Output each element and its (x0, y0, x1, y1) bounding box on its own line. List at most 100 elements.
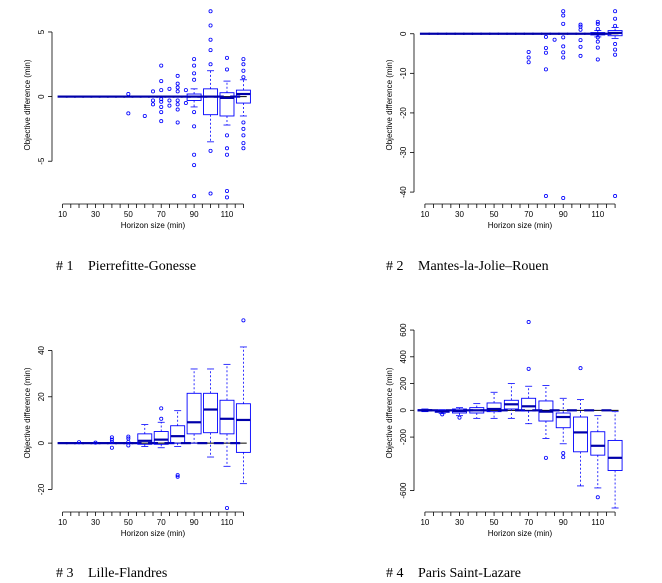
x-tick-label: 90 (559, 518, 568, 527)
x-tick-label: 110 (591, 518, 604, 527)
x-tick-label: 90 (190, 210, 199, 219)
box-iqr (153, 431, 169, 445)
x-tick-label: 110 (221, 518, 234, 527)
box-iqr (607, 439, 623, 471)
outlier-point (183, 88, 188, 93)
x-axis-label: Horizon size (min) (488, 529, 553, 538)
outlier-point (526, 60, 531, 65)
box-iqr (186, 392, 202, 435)
x-tick-label: 30 (91, 210, 100, 219)
x-tick-label: 70 (157, 518, 166, 527)
outlier-point (526, 366, 531, 371)
outlier-point (224, 195, 229, 200)
box-100 (575, 22, 586, 58)
panel-4: 10 30 50 70 90 110 600 400 200 0 -200 -600 Horizon s… (385, 320, 623, 538)
box-iqr (235, 89, 251, 104)
outlier-point (224, 133, 229, 138)
box-100 (573, 366, 588, 487)
outlier-point (613, 52, 618, 57)
y-axis-label: Objective difference (min) (385, 367, 394, 458)
box-40 (469, 403, 485, 419)
outlier-point (159, 99, 164, 104)
outlier-point (241, 318, 246, 323)
outlier-point (241, 68, 246, 73)
box-70 (523, 32, 534, 65)
outlier-point (167, 103, 172, 108)
y-tick-label: 0 (37, 94, 46, 99)
outlier-point (208, 23, 213, 28)
outlier-point (224, 146, 229, 151)
caption-1-number: # 1 (56, 259, 74, 274)
outlier-point (175, 473, 180, 478)
outlier-point (595, 26, 600, 31)
outlier-point (526, 320, 531, 325)
caption-3-number: # 3 (56, 566, 74, 581)
outlier-point (457, 415, 462, 420)
box-iqr (137, 433, 153, 445)
box-iqr (573, 416, 588, 453)
y-tick-label: -10 (399, 67, 408, 79)
outlier-point (241, 146, 246, 151)
x-tick-label: 50 (124, 210, 133, 219)
caption-1-name: Pierrefitte-Gonesse (88, 259, 196, 274)
outlier-point (552, 37, 557, 42)
outlier-point (241, 120, 246, 125)
outlier-point (150, 102, 155, 107)
y-tick-label: 400 (399, 350, 408, 364)
y-tick-label: -600 (399, 482, 408, 499)
outlier-point (578, 24, 583, 29)
outlier-point (126, 434, 131, 439)
y-axis-label: Objective difference (min) (23, 59, 32, 150)
box-50 (123, 434, 134, 448)
outlier-point (561, 196, 566, 201)
outlier-point (192, 63, 197, 68)
x-axis-label: Horizon size (min) (121, 529, 186, 538)
caption-2-number: # 2 (386, 259, 404, 274)
outlier-point (109, 445, 114, 450)
outlier-point (241, 141, 246, 146)
outlier-point (159, 416, 164, 421)
box-110 (219, 55, 235, 200)
outlier-point (142, 113, 147, 118)
outlier-point (561, 44, 566, 49)
box-110 (590, 415, 606, 500)
outlier-point (526, 49, 531, 54)
box-iqr (203, 88, 218, 116)
y-tick-label: -20 (37, 483, 46, 495)
outlier-point (167, 86, 172, 91)
outlier-point (159, 97, 164, 102)
outlier-point (241, 126, 246, 131)
outlier-point (561, 9, 566, 14)
panel-3: 10 30 50 70 90 110 -20 0 20 40 Horizon size (min) O… (23, 318, 251, 538)
y-tick-label: 200 (399, 376, 408, 390)
box-60 (503, 383, 519, 419)
outlier-point (175, 85, 180, 90)
outlier-point (175, 98, 180, 103)
outlier-point (192, 152, 197, 157)
caption-4-number: # 4 (386, 566, 404, 581)
outlier-point (159, 104, 164, 109)
caption-3-name: Lille-Flandres (88, 566, 167, 581)
y-tick-label: -5 (37, 157, 46, 165)
outlier-point (613, 16, 618, 21)
box-60 (139, 95, 150, 118)
outlier-point (192, 77, 197, 82)
outlier-point (224, 55, 229, 60)
x-tick-label: 90 (559, 210, 568, 219)
y-tick-label: 0 (399, 408, 408, 413)
y-tick-label: 5 (37, 29, 46, 34)
box-80 (172, 73, 183, 125)
outlier-point (241, 62, 246, 67)
box-iqr (203, 392, 218, 434)
box-iqr (219, 399, 235, 435)
outlier-point (543, 194, 548, 199)
outlier-point (126, 92, 131, 97)
x-tick-label: 50 (490, 210, 499, 219)
outlier-point (175, 474, 180, 479)
outlier-point (159, 406, 164, 411)
box-iqr (486, 402, 502, 413)
outlier-point (440, 412, 445, 417)
outlier-point (192, 194, 197, 199)
y-axis-label: Objective difference (min) (385, 59, 394, 150)
outlier-point (543, 34, 548, 39)
